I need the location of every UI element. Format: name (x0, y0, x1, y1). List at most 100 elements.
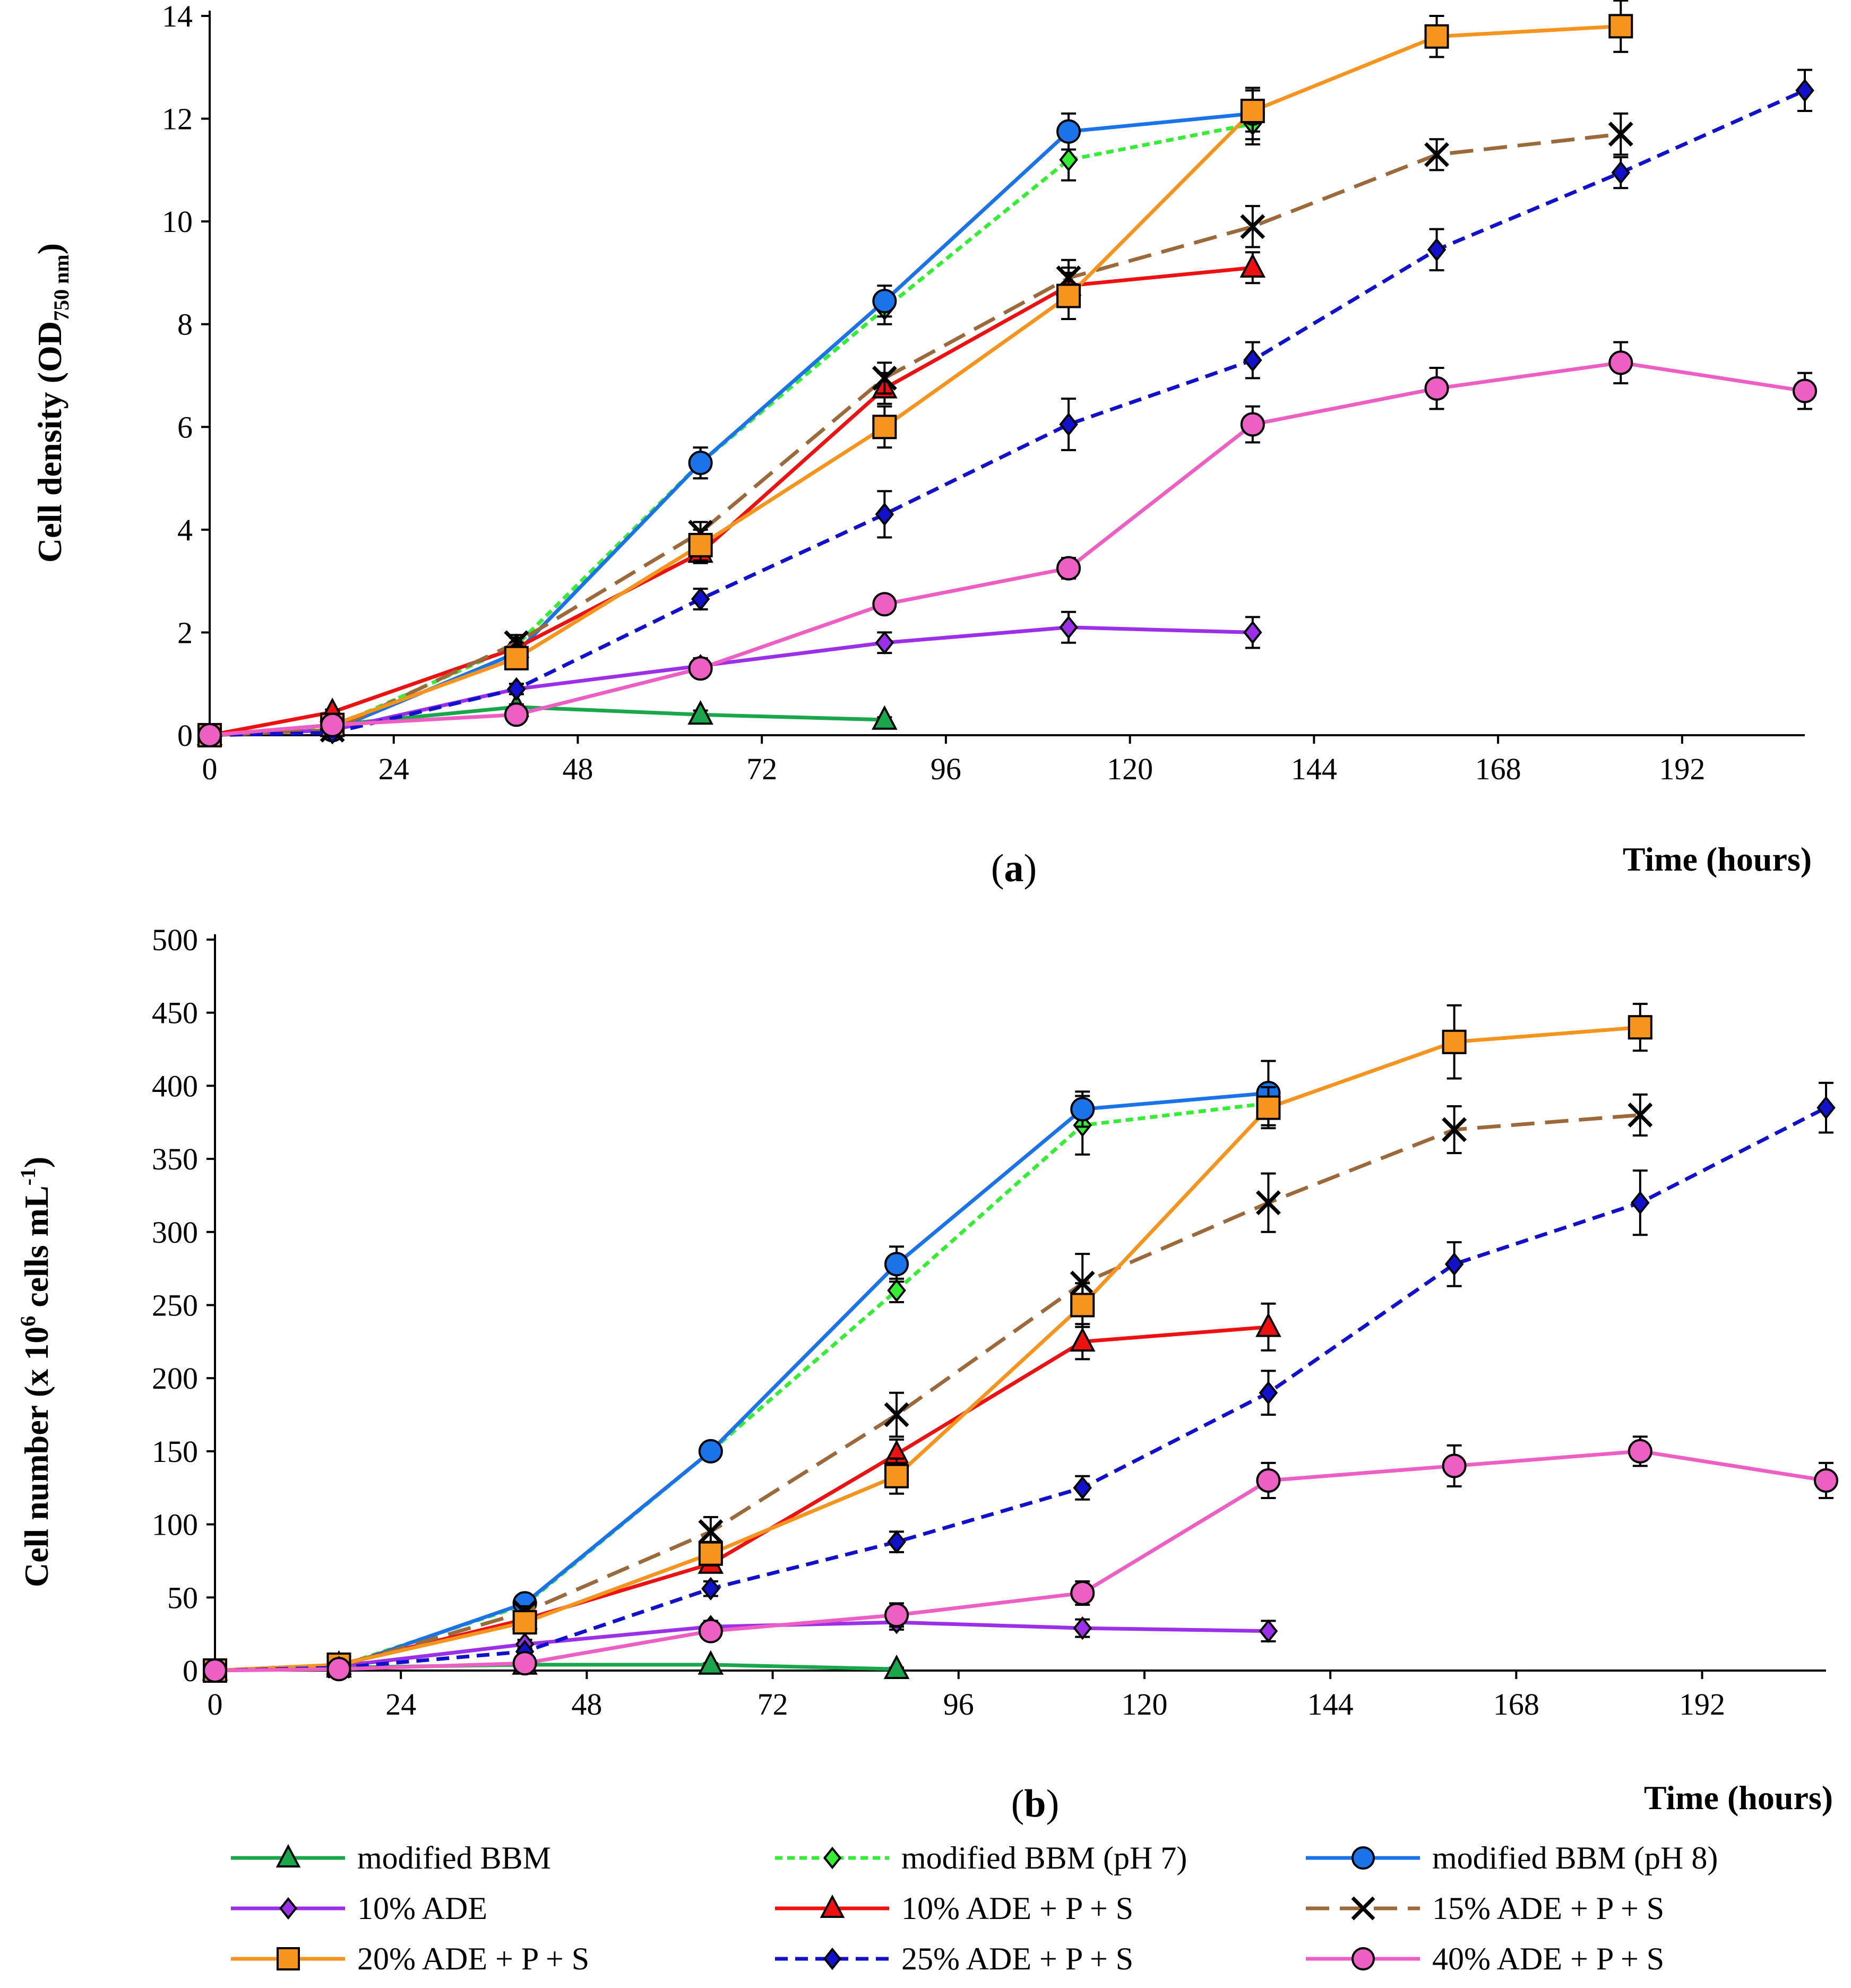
legend-marker (276, 1844, 301, 1867)
series-modified-bbm-ph-8 (203, 1060, 1281, 1683)
data-point (1442, 1117, 1467, 1142)
data-point (1059, 148, 1078, 172)
data-point (1424, 142, 1450, 167)
series-line (209, 122, 1253, 737)
data-point (1256, 1468, 1281, 1493)
legend-label: modified BBM (pH 8) (1432, 1840, 1718, 1875)
legend-label: 15% ADE + P + S (1432, 1891, 1664, 1926)
data-point (691, 587, 710, 611)
series-line (214, 1101, 1269, 1673)
series-line (209, 360, 1805, 737)
x-tick-label: 168 (1475, 752, 1521, 786)
legend-item-20-ade-p-s: 20% ADE + P + S (231, 1941, 589, 1976)
legend-item-modified-bbm: modified BBM (231, 1840, 551, 1875)
data-point (883, 1654, 910, 1680)
chart-panel-b: 0 50 100 150 200 250 300 350 400 450 500 0 24 48 72 96 1… (16, 923, 1838, 1826)
data-point (1442, 1029, 1467, 1054)
data-point (688, 451, 713, 476)
y-tick-label: 14 (162, 0, 193, 33)
legend-item-modified-bbm-ph-8: modified BBM (pH 8) (1306, 1840, 1718, 1875)
data-point (872, 415, 897, 440)
data-point (698, 1650, 724, 1675)
series-modified-bbm-ph-7 (200, 102, 1262, 747)
legend-label: modified BBM (pH 7) (901, 1840, 1187, 1875)
data-point (1255, 1312, 1281, 1337)
series-line (214, 1325, 1269, 1673)
data-point (203, 1658, 227, 1683)
y-tick-label: 0 (177, 718, 193, 753)
y-tick-label: 150 (152, 1434, 198, 1469)
legend-marker (820, 1894, 845, 1918)
data-point (326, 1657, 351, 1682)
data-point (687, 700, 713, 725)
legend-marker (823, 1947, 842, 1970)
panel-tag: (b) (1011, 1782, 1059, 1826)
series-line (214, 1449, 1827, 1673)
x-tick-label: 48 (571, 1687, 602, 1722)
data-point (1070, 1293, 1095, 1318)
series-line (209, 89, 1806, 737)
data-point (1240, 214, 1265, 239)
series-line (209, 132, 1621, 737)
data-point (1793, 378, 1817, 403)
x-axis-label: Time (hours) (1644, 1779, 1833, 1817)
data-point (1608, 122, 1633, 147)
data-point (1243, 348, 1262, 372)
series-25-ade-p-s (205, 1081, 1836, 1683)
data-point (698, 1619, 723, 1643)
data-point (1608, 14, 1633, 39)
data-point (688, 532, 713, 557)
y-axis-label: Cell density (OD750 nm) (31, 243, 73, 563)
x-tick-label: 24 (385, 1687, 416, 1722)
legend-marker (279, 1897, 298, 1920)
y-tick-label: 300 (152, 1215, 198, 1250)
data-point (1240, 412, 1265, 437)
data-point (1816, 1096, 1836, 1120)
series-15-ade-p-s (202, 1093, 1653, 1683)
legend-label: 40% ADE + P + S (1432, 1941, 1664, 1976)
x-tick-label: 72 (746, 752, 777, 786)
y-tick-label: 0 (183, 1654, 198, 1688)
data-point (1424, 24, 1449, 49)
series-40-ade-p-s (197, 341, 1817, 747)
data-point (1259, 1381, 1278, 1405)
data-point (1427, 238, 1447, 262)
data-point (1628, 1015, 1652, 1040)
legend-marker (277, 1947, 300, 1970)
data-point (320, 712, 345, 737)
series-modified-bbm-ph-8 (197, 87, 1265, 747)
legend-item-25-ade-p-s: 25% ADE + P + S (775, 1941, 1133, 1976)
data-point (1628, 1103, 1653, 1128)
y-tick-label: 12 (162, 102, 193, 136)
data-point (701, 1577, 720, 1600)
data-point (1240, 99, 1265, 124)
series-line (209, 625, 1253, 737)
series-line (214, 1113, 1641, 1673)
x-tick-label: 24 (378, 752, 409, 786)
legend-label: 10% ADE + P + S (901, 1891, 1133, 1926)
legend-marker (1351, 1947, 1375, 1970)
data-point (1255, 1190, 1281, 1216)
legend-item-modified-bbm-ph-7: modified BBM (pH 7) (775, 1840, 1187, 1875)
series-20-ade-p-s (197, 0, 1633, 747)
data-point (512, 1610, 537, 1635)
y-tick-label: 2 (177, 615, 193, 650)
x-tick-label: 0 (202, 752, 218, 786)
series-40-ade-p-s (203, 1435, 1838, 1683)
data-point (1243, 621, 1262, 644)
series-line (209, 265, 1253, 737)
data-point (1608, 350, 1633, 375)
legend-item-10-ade-p-s: 10% ADE + P + S (775, 1891, 1133, 1926)
data-point (1239, 253, 1266, 278)
data-point (1442, 1453, 1467, 1478)
legend-item-40-ade-p-s: 40% ADE + P + S (1306, 1941, 1664, 1976)
data-point (1628, 1439, 1652, 1464)
x-tick-label: 96 (931, 752, 961, 786)
y-tick-label: 350 (152, 1142, 198, 1176)
data-point (872, 592, 897, 617)
series-25-ade-p-s (200, 68, 1814, 747)
series-line (214, 1106, 1827, 1673)
legend: modified BBM modified BBM (pH 7) modified … (231, 1840, 1718, 1976)
data-point (1073, 1616, 1092, 1640)
